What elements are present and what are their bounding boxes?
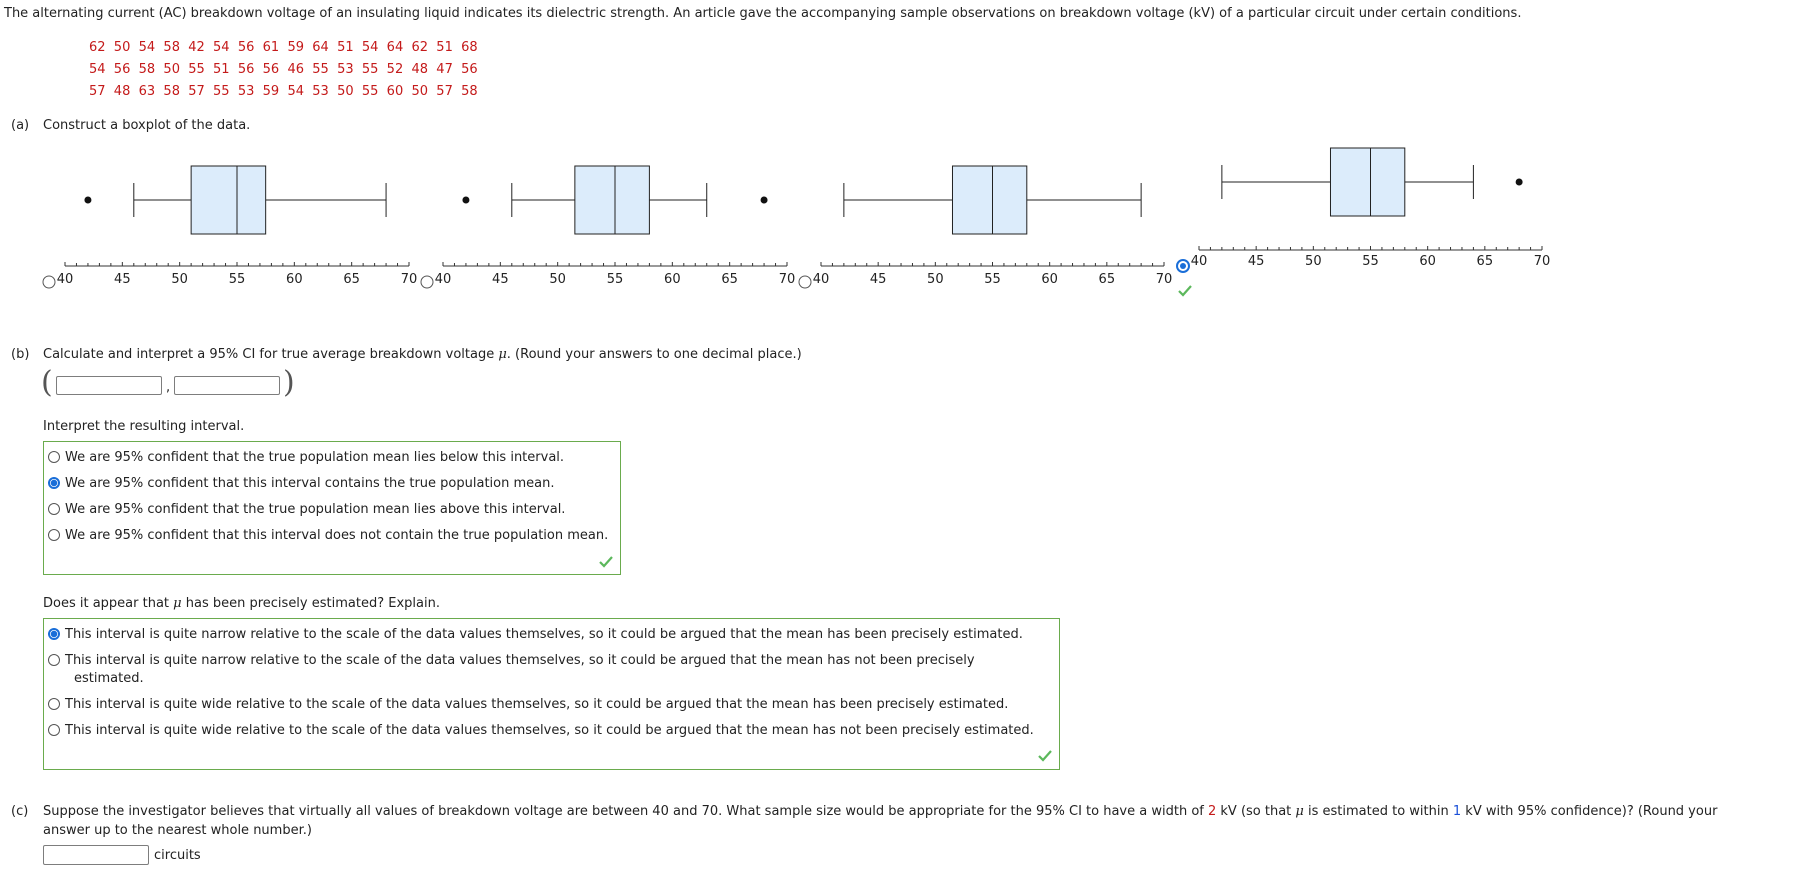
radio-selected-icon[interactable]	[48, 476, 60, 489]
ci-close-paren: )	[283, 365, 295, 400]
outlier-point	[1515, 178, 1523, 186]
radio-icon[interactable]	[48, 502, 60, 515]
interpret-options-box	[43, 441, 621, 575]
data-row-3: 57 48 63 58 57 55 53 59 54 53 50 55 60 5…	[89, 84, 478, 99]
tick-label: 65	[721, 272, 738, 287]
tick-label: 55	[229, 272, 246, 287]
data-row-2: 54 56 58 50 55 51 56 56 46 55 53 55 52 4…	[89, 62, 478, 77]
data-row-1: 62 50 54 58 42 54 56 61 59 64 51 54 64 6…	[89, 40, 478, 55]
boxplot-option-2[interactable]: 40 45 50 55 60 65 70	[420, 165, 796, 289]
precise-option-1[interactable]: This interval is quite narrow relative t…	[48, 627, 1023, 642]
interpret-option-2[interactable]: We are 95% confident that this interval …	[48, 476, 554, 491]
boxplot-option-1[interactable]: 40 45 50 55 60 65 70	[42, 165, 418, 289]
ci-lower-input[interactable]	[56, 376, 162, 395]
tick-label: 45	[870, 272, 887, 287]
tick-label: 45	[492, 272, 509, 287]
part-c-prompt-line2: answer up to the nearest whole number.)	[43, 823, 312, 838]
precise-label: Does it appear that μ has been precisely…	[43, 596, 440, 611]
boxplot-option-3[interactable]: 40 45 50 55 60 65 70	[798, 165, 1173, 289]
precise-option-2[interactable]: This interval is quite narrow relative t…	[48, 653, 975, 668]
tick-label: 40	[435, 272, 452, 287]
part-c-label: (c)	[11, 804, 29, 819]
radio-icon[interactable]	[798, 275, 812, 289]
radio-icon[interactable]	[48, 450, 60, 463]
part-a-correct-check-icon	[1178, 285, 1192, 297]
tick-label: 65	[1099, 272, 1116, 287]
sample-size-input[interactable]	[43, 845, 149, 865]
precise-option-4[interactable]: This interval is quite wide relative to …	[48, 723, 1034, 738]
iqr-box	[1329, 147, 1406, 217]
iqr-box	[951, 165, 1028, 235]
precise-option-3[interactable]: This interval is quite wide relative to …	[48, 697, 1008, 712]
tick-label: 45	[1248, 254, 1265, 269]
interpret-correct-check-icon	[599, 556, 613, 568]
boxplot-option-4[interactable]: 40 45 50 55 60 65 70	[1176, 147, 1551, 273]
radio-icon[interactable]	[48, 528, 60, 541]
precise-correct-check-icon	[1038, 750, 1052, 762]
radio-icon[interactable]	[48, 697, 60, 710]
radio-selected-icon[interactable]	[48, 627, 60, 640]
tick-label: 55	[607, 272, 624, 287]
iqr-box	[190, 165, 267, 235]
tick-label: 65	[1477, 254, 1494, 269]
ci-comma: ,	[166, 380, 171, 395]
interpret-option-4[interactable]: We are 95% confident that this interval …	[48, 528, 608, 543]
tick-label: 55	[1362, 254, 1379, 269]
outlier-point	[462, 196, 470, 204]
part-b-prompt: Calculate and interpret a 95% CI for tru…	[43, 347, 802, 362]
interpret-label: Interpret the resulting interval.	[43, 419, 245, 434]
radio-icon[interactable]	[48, 653, 60, 666]
sample-size-unit: circuits	[154, 848, 201, 863]
tick-label: 60	[1041, 272, 1058, 287]
part-a-label: (a)	[11, 118, 30, 133]
tick-label: 50	[549, 272, 566, 287]
radio-icon[interactable]	[48, 723, 60, 736]
outlier-point	[760, 196, 768, 204]
radio-icon[interactable]	[420, 275, 434, 289]
tick-label: 70	[401, 272, 418, 287]
part-b-label: (b)	[11, 347, 30, 362]
tick-label: 40	[1191, 254, 1208, 269]
tick-label: 70	[779, 272, 796, 287]
tick-label: 60	[286, 272, 303, 287]
radio-dot	[1180, 263, 1186, 269]
tick-label: 40	[813, 272, 830, 287]
precise-option-2-line2: estimated.	[74, 671, 144, 686]
tick-label: 70	[1534, 254, 1551, 269]
tick-label: 50	[927, 272, 944, 287]
part-a-prompt: Construct a boxplot of the data.	[43, 118, 251, 133]
radio-icon[interactable]	[42, 275, 56, 289]
ci-open-paren: (	[41, 365, 53, 400]
tick-label: 70	[1156, 272, 1173, 287]
boxplot-options: 40 45 50 55 60 65 70 40 45 50 55 60 65 70 40 45 50 55 60 65…	[42, 147, 1551, 289]
tick-label: 65	[343, 272, 360, 287]
tick-label: 55	[984, 272, 1001, 287]
iqr-box	[574, 165, 650, 235]
question-intro: The alternating current (AC) breakdown v…	[4, 6, 1522, 21]
tick-label: 60	[1419, 254, 1436, 269]
precise-options-box	[43, 618, 1060, 770]
outlier-point	[84, 196, 92, 204]
tick-label: 60	[664, 272, 681, 287]
tick-label: 50	[1305, 254, 1322, 269]
part-c-prompt: Suppose the investigator believes that v…	[43, 804, 1718, 819]
tick-label: 40	[57, 272, 74, 287]
ci-upper-input[interactable]	[174, 376, 280, 395]
tick-label: 50	[171, 272, 188, 287]
interpret-option-3[interactable]: We are 95% confident that the true popul…	[48, 502, 565, 517]
tick-label: 45	[114, 272, 131, 287]
interpret-option-1[interactable]: We are 95% confident that the true popul…	[48, 450, 564, 465]
